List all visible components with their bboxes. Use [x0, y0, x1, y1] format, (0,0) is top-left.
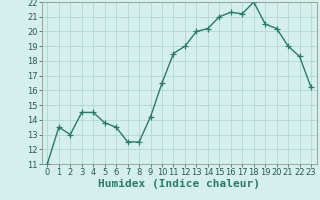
X-axis label: Humidex (Indice chaleur): Humidex (Indice chaleur) [98, 179, 260, 189]
